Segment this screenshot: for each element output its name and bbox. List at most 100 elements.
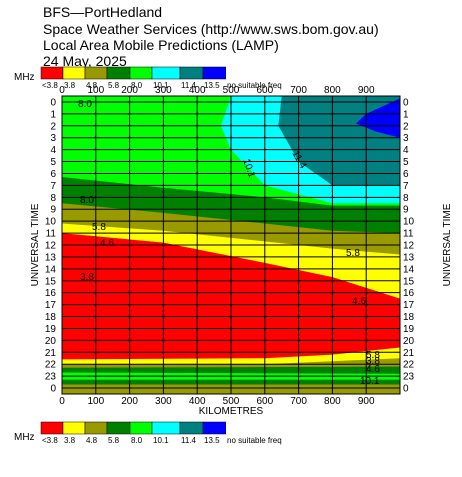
x-tick-label: 0 xyxy=(59,396,65,407)
y-tick-label: 22 xyxy=(403,360,415,371)
y-tick-label: 3 xyxy=(403,133,409,144)
legend-label: 11.4 xyxy=(181,436,197,445)
y-tick-label: 16 xyxy=(45,288,57,299)
y-tick-label: 10 xyxy=(403,217,415,228)
x-tick-label: 500 xyxy=(223,85,240,96)
y-tick-label: 10 xyxy=(45,217,57,228)
y-tick-label: 21 xyxy=(45,348,57,359)
y-tick-label: 2 xyxy=(403,121,409,132)
y-tick-label: 17 xyxy=(45,300,57,311)
contour-band xyxy=(356,98,400,138)
y-tick-label: 23 xyxy=(45,372,57,383)
x-tick-label: 100 xyxy=(87,396,104,407)
y-tick-label: 18 xyxy=(403,312,415,323)
legend-swatch xyxy=(40,421,64,435)
legend-swatch xyxy=(226,422,300,434)
legend-swatch xyxy=(129,66,153,80)
legend-label: <3.8 xyxy=(42,81,58,90)
contour-label: 3.8 xyxy=(366,356,380,367)
legend-label: no suitable freq xyxy=(227,81,282,90)
legend-label: 5.8 xyxy=(108,436,120,445)
y-tick-label: 7 xyxy=(50,181,56,192)
x-tick-label: 900 xyxy=(358,396,375,407)
y-tick-label: 13 xyxy=(45,252,57,263)
plot-frame xyxy=(61,95,401,395)
legend-swatch xyxy=(62,421,86,435)
y-tick-label: 18 xyxy=(45,312,57,323)
y-axis-label: UNIVERSAL TIME xyxy=(442,203,453,286)
y-tick-label: 4 xyxy=(50,145,56,156)
legend-label: 4.8 xyxy=(86,436,98,445)
y-tick-label: 15 xyxy=(403,276,415,287)
legend-label: 5.8 xyxy=(108,81,120,90)
contour-label: 3.8 xyxy=(80,272,94,283)
x-tick-label: 600 xyxy=(256,85,273,96)
legend-label: 4.8 xyxy=(86,81,98,90)
y-tick-label: 8 xyxy=(403,193,409,204)
legend-swatch xyxy=(151,421,181,435)
y-tick-label: 5 xyxy=(403,157,409,168)
x-tick-label: 300 xyxy=(155,396,172,407)
legend-label: <3.8 xyxy=(42,436,58,445)
y-tick-label: 9 xyxy=(50,205,56,216)
legend-label: 13.5 xyxy=(204,81,220,90)
y-tick-label: 11 xyxy=(403,229,414,240)
y-tick-label: 3 xyxy=(50,133,56,144)
y-tick-label: 16 xyxy=(403,288,415,299)
y-tick-label: 13 xyxy=(403,252,415,263)
y-tick-label: 11 xyxy=(46,229,57,240)
title-line: 24 May, 2025 xyxy=(43,53,127,69)
contour-label: 4.6 xyxy=(352,296,366,307)
y-tick-label: 2 xyxy=(50,121,56,132)
y-tick-label: 14 xyxy=(403,264,415,275)
legend-label: 13.5 xyxy=(204,436,220,445)
legend-label: 10.1 xyxy=(153,81,169,90)
contour-label: 4.6 xyxy=(100,238,114,249)
y-tick-label: 1 xyxy=(50,109,56,120)
contour-label: 5.8 xyxy=(92,222,106,233)
x-tick-label: 600 xyxy=(256,396,273,407)
y-tick-label: 23 xyxy=(403,372,415,383)
y-tick-label: 4 xyxy=(403,145,409,156)
y-tick-label: 12 xyxy=(45,241,57,252)
y-tick-label: 21 xyxy=(403,348,415,359)
contour-label: 8.0 xyxy=(80,195,94,206)
y-tick-label: 15 xyxy=(45,276,57,287)
y-tick-label: 20 xyxy=(403,336,415,347)
x-tick-label: 700 xyxy=(290,85,307,96)
x-tick-label: 100 xyxy=(87,85,104,96)
y-tick-label: 6 xyxy=(403,169,409,180)
y-tick-label: 20 xyxy=(45,336,57,347)
x-tick-label: 800 xyxy=(324,396,341,407)
y-tick-label: 5 xyxy=(50,157,56,168)
contour-label: 10.1 xyxy=(360,376,380,387)
y-tick-label: 6 xyxy=(50,169,56,180)
contour-label: 4.6 xyxy=(366,364,380,375)
legend-swatch xyxy=(202,66,227,80)
x-tick-label: 200 xyxy=(121,396,138,407)
legend-swatch xyxy=(129,421,153,435)
y-tick-label: 9 xyxy=(403,205,409,216)
y-tick-label: 19 xyxy=(403,324,415,335)
x-tick-label: 300 xyxy=(155,85,172,96)
y-tick-label: 12 xyxy=(403,241,415,252)
contour-label: 5.8 xyxy=(366,350,380,361)
legend-label: 3.8 xyxy=(64,81,76,90)
x-tick-label: 400 xyxy=(189,85,206,96)
legend-label: 8.0 xyxy=(131,436,143,445)
x-tick-label: 200 xyxy=(121,85,138,96)
legend-label: no suitable freq xyxy=(227,436,282,445)
legend-swatch xyxy=(151,66,181,80)
x-tick-label: 0 xyxy=(59,85,65,96)
legend-label: 11.4 xyxy=(181,81,197,90)
title-line: BFS—PortHedland xyxy=(43,4,162,20)
legend-swatch xyxy=(62,66,86,80)
y-tick-label: 0 xyxy=(50,97,56,108)
contour-label: 8.0 xyxy=(78,99,92,110)
title-line: Local Area Mobile Predictions (LAMP) xyxy=(43,37,279,53)
legend-label: 10.1 xyxy=(153,436,169,445)
x-tick-label: 400 xyxy=(189,396,206,407)
legend-swatch xyxy=(202,421,227,435)
y-tick-label: 19 xyxy=(45,324,57,335)
